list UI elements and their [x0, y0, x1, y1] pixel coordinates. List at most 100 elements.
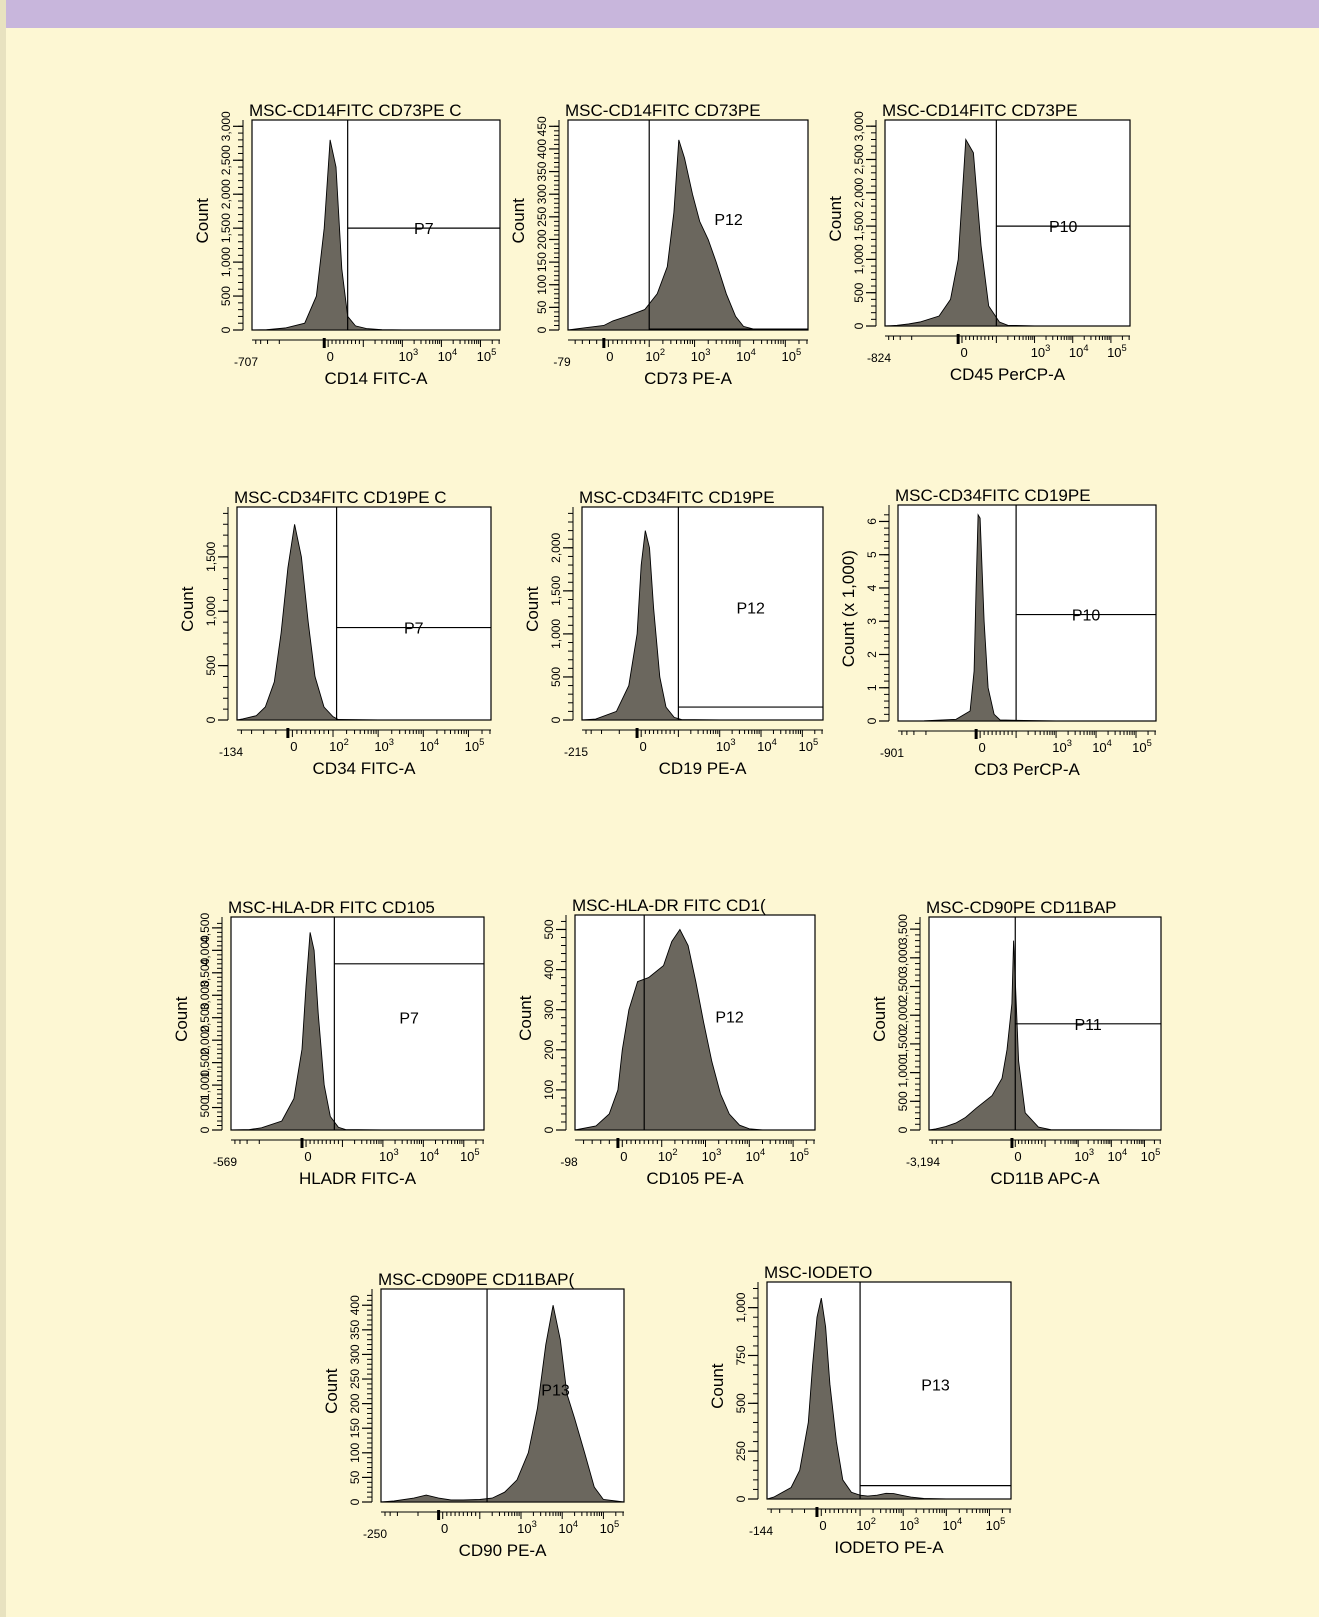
x-tick-label: 0	[304, 1149, 311, 1164]
y-tick-label: 1,500	[852, 211, 866, 241]
y-tick-label: 250	[734, 1441, 748, 1461]
y-tick-label: 0	[198, 1126, 212, 1133]
y-tick-label: 500	[852, 282, 866, 302]
chart-title: MSC-HLA-DR FITC CD1(	[572, 896, 766, 915]
y-tick-label: 250	[348, 1369, 362, 1389]
x-tick-label: -707	[234, 355, 258, 369]
plot-area	[897, 504, 1157, 722]
x-tick-label: 104	[745, 1147, 765, 1164]
y-tick-label: 3,500	[896, 914, 910, 944]
y-tick-label: 2,500	[852, 144, 866, 174]
x-tick-label: 0	[327, 349, 334, 364]
gate-label: P12	[715, 1010, 744, 1027]
y-tick-label: 3,000	[198, 980, 212, 1010]
x-tick-label: 105	[781, 347, 801, 364]
y-tick-label: 100	[535, 274, 549, 294]
x-axis-label: CD45 PerCP-A	[950, 365, 1066, 384]
x-tick-label: 102	[856, 1516, 876, 1533]
gate-label: P11	[1074, 1017, 1101, 1034]
y-axis-label: Count	[172, 996, 191, 1042]
gate-label: P13	[541, 1383, 570, 1400]
y-tick-label: 3,000	[219, 111, 233, 141]
y-tick-label: 4,000	[198, 935, 212, 965]
histogram-panel-5: P12 MSC-CD34FITC CD19PE -215 0 103 104 105 CD19…	[523, 488, 824, 778]
x-axis-label: CD11B APC-A	[990, 1169, 1100, 1188]
plot-area	[581, 506, 824, 721]
y-axis-label: Count	[193, 198, 212, 244]
x-tick-label: -824	[867, 351, 891, 365]
y-tick-label: 500	[204, 655, 218, 675]
y-tick-label: 500	[896, 1091, 910, 1111]
chart-title: MSC-CD14FITC CD73PE	[882, 101, 1078, 120]
y-tick-label: 100	[348, 1442, 362, 1462]
x-axis-label: IODETO PE-A	[834, 1538, 944, 1557]
y-axis-label: Count	[322, 1368, 341, 1414]
x-tick-label: -144	[749, 1524, 773, 1538]
x-axis-label: CD73 PE-A	[644, 369, 733, 388]
histogram-panel-9: P11 MSC-CD90PE CD11BAP -3,194 0 103 104 105 CD1…	[870, 898, 1162, 1188]
x-tick-label: 103	[399, 347, 419, 364]
x-tick-label: 104	[736, 347, 756, 364]
x-tick-label: 105	[799, 737, 819, 754]
x-tick-label: 103	[716, 737, 736, 754]
chart-title: MSC-CD34FITC CD19PE C	[234, 488, 447, 507]
y-axis-label: Count	[516, 995, 535, 1041]
y-tick-label: 3,000	[852, 111, 866, 141]
chart-title: MSC-HLA-DR FITC CD105	[228, 898, 435, 917]
gate-label: P10	[1072, 608, 1101, 625]
y-tick-label: 1,000	[852, 244, 866, 274]
chart-title: MSC-CD34FITC CD19PE	[895, 486, 1091, 505]
gate-label: P7	[414, 221, 434, 238]
plot-area	[884, 119, 1131, 327]
y-tick-label: 4,500	[198, 913, 212, 943]
x-axis-label: CD105 PE-A	[646, 1169, 744, 1188]
x-tick-label: 103	[374, 737, 394, 754]
y-tick-label: 0	[535, 326, 549, 333]
y-tick-label: 2,000	[896, 1000, 910, 1030]
x-tick-label: 0	[290, 739, 297, 754]
x-tick-label: 105	[477, 347, 497, 364]
y-tick-label: 1,000	[896, 1057, 910, 1087]
y-tick-label: 3,500	[198, 957, 212, 987]
y-tick-label: 2,500	[198, 1002, 212, 1032]
y-tick-label: 0	[348, 1498, 362, 1505]
x-tick-label: 105	[600, 1519, 620, 1536]
x-tick-label: 0	[819, 1518, 826, 1533]
x-axis-label: CD3 PerCP-A	[974, 760, 1080, 779]
x-tick-label: 102	[658, 1147, 678, 1164]
x-tick-label: 0	[620, 1149, 627, 1164]
x-tick-label: 0	[606, 349, 613, 364]
gate-label: P7	[404, 621, 424, 638]
histogram-area	[230, 932, 484, 1131]
chart-title: MSC-CD90PE CD11BAP	[926, 898, 1117, 917]
y-tick-label: 200	[542, 1039, 556, 1059]
y-tick-label: 500	[198, 1097, 212, 1117]
x-axis-label: CD90 PE-A	[459, 1541, 548, 1560]
x-tick-label: 103	[1074, 1147, 1094, 1164]
y-tick-label: 400	[542, 959, 556, 979]
chart-title: MSC-CD90PE CD11BAP(	[378, 1270, 575, 1289]
histogram-area	[581, 530, 823, 721]
x-tick-label: -569	[213, 1155, 237, 1169]
gate-label: P10	[1049, 219, 1078, 236]
y-tick-label: 750	[734, 1345, 748, 1365]
gate-label: P7	[399, 1011, 419, 1028]
histogram-area	[884, 137, 1130, 327]
x-axis-label: CD19 PE-A	[659, 759, 748, 778]
y-axis-label: Count (x 1,000)	[839, 550, 858, 667]
y-tick-label: 200	[348, 1393, 362, 1413]
left-border	[0, 0, 6, 1617]
x-tick-label: 104	[942, 1516, 962, 1533]
x-tick-label: 0	[1014, 1149, 1021, 1164]
gate-label: P12	[736, 601, 765, 618]
x-tick-label: 104	[757, 737, 777, 754]
x-tick-label: 104	[1107, 1147, 1127, 1164]
x-tick-label: 105	[1132, 738, 1152, 755]
x-tick-label: -901	[880, 746, 904, 760]
x-tick-label: -79	[553, 355, 571, 369]
header-bar	[0, 0, 1319, 28]
y-tick-label: 0	[549, 716, 563, 723]
x-tick-label: 102	[329, 737, 349, 754]
